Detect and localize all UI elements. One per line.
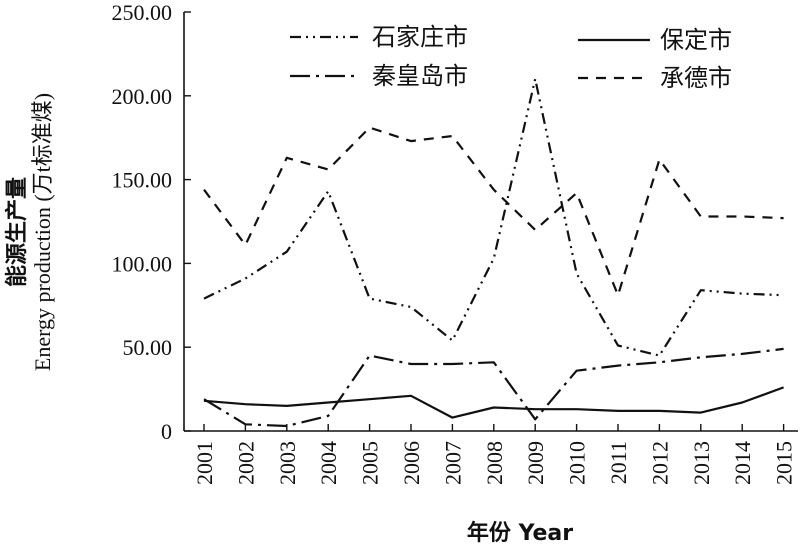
legend-label-4: 承德市 — [660, 64, 732, 92]
legend-label-2: 保定市 — [660, 26, 732, 54]
x-tick-label: 2015 — [772, 441, 797, 485]
x-tick-label: 2001 — [192, 441, 217, 485]
y-tick-label: 150.00 — [112, 168, 173, 193]
y-tick-label: 200.00 — [112, 84, 173, 109]
y-axis-title-cn: 能源生产量 — [4, 177, 30, 287]
series-line-1 — [203, 77, 784, 357]
x-tick-label: 2008 — [482, 441, 507, 485]
series-lines — [203, 77, 784, 428]
y-tick-label: 250.00 — [112, 0, 173, 25]
series-line-3 — [203, 347, 784, 428]
x-tick-label: 2002 — [233, 441, 258, 485]
legend-label-1: 石家庄市 — [372, 23, 468, 51]
x-tick-label: 2006 — [399, 441, 424, 485]
y-tick-label: 50.00 — [123, 335, 173, 360]
x-tick-label: 2004 — [316, 441, 341, 485]
y-tick-label: 0 — [161, 419, 172, 444]
series-line-2 — [203, 386, 784, 419]
x-tick-label: 2009 — [523, 441, 548, 485]
x-tick-label: 2012 — [647, 441, 672, 485]
legend-label-3: 秦皇岛市 — [372, 62, 468, 90]
x-tick-label: 2014 — [730, 441, 755, 485]
x-tick-label: 2007 — [440, 441, 465, 485]
x-tick-label: 2013 — [689, 441, 714, 485]
series-line-4 — [203, 126, 784, 297]
y-axis-title-en: Energy production (万t标准煤) — [30, 93, 55, 371]
x-tick-label: 2010 — [565, 441, 590, 485]
y-axis-title: 能源生产量 Energy production (万t标准煤) — [4, 93, 55, 371]
x-tick-label: 2011 — [606, 441, 631, 484]
x-axis-ticks: 2001 2002 2003 2004 2005 2006 2007 2008 2009 2010… — [192, 424, 797, 485]
x-tick-label: 2003 — [275, 441, 300, 485]
x-tick-label: 2005 — [358, 441, 383, 485]
x-axis-title: 年份 Year — [467, 520, 573, 546]
y-tick-label: 100.00 — [112, 251, 173, 276]
y-axis-ticks: 0 50.00 100.00 150.00 200.00 250.00 — [112, 0, 191, 444]
